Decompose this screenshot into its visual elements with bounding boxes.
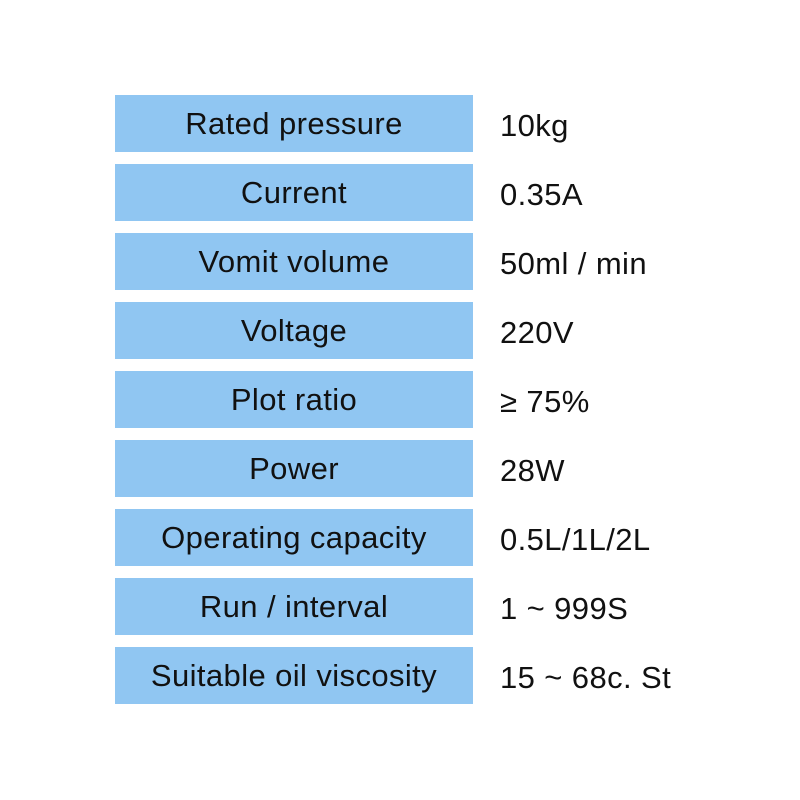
spec-row: Suitable oil viscosity 15 ~ 68c. St [115, 647, 671, 704]
spec-label: Voltage [240, 312, 348, 348]
spec-value: 220V [500, 314, 574, 350]
spec-label: Operating capacity [161, 519, 427, 555]
spec-value: 50ml / min [500, 245, 647, 281]
spec-row: Current 0.35A [115, 164, 671, 221]
spec-label-box: Run / interval [115, 578, 473, 635]
spec-label-box: Plot ratio [115, 371, 473, 428]
spec-label-box: Voltage [115, 302, 473, 359]
spec-label-box: Suitable oil viscosity [115, 647, 473, 704]
spec-label: Rated pressure [185, 105, 403, 141]
spec-label-box: Current [115, 164, 473, 221]
spec-value: ≥ 75% [500, 383, 590, 419]
spec-value: 0.35A [500, 176, 584, 212]
spec-table: Rated pressure 10kg Current 0.35A Vomit … [115, 95, 671, 716]
spec-value: 15 ~ 68c. St [500, 659, 672, 695]
spec-label-box: Vomit volume [115, 233, 473, 290]
spec-label: Vomit volume [198, 243, 390, 279]
spec-label-box: Power [115, 440, 473, 497]
spec-row: Plot ratio ≥ 75% [115, 371, 671, 428]
spec-label: Suitable oil viscosity [150, 657, 438, 693]
spec-row: Rated pressure 10kg [115, 95, 671, 152]
spec-row: Vomit volume 50ml / min [115, 233, 671, 290]
spec-value: 10kg [500, 107, 569, 143]
spec-value: 0.5L/1L/2L [500, 521, 651, 557]
spec-label: Plot ratio [230, 381, 358, 417]
spec-row: Operating capacity 0.5L/1L/2L [115, 509, 671, 566]
spec-value: 1 ~ 999S [500, 590, 629, 626]
spec-label: Power [249, 450, 339, 486]
spec-label-box: Rated pressure [115, 95, 473, 152]
spec-row: Voltage 220V [115, 302, 671, 359]
spec-label-box: Operating capacity [115, 509, 473, 566]
spec-value: 28W [500, 452, 565, 488]
spec-label: Run / interval [199, 588, 389, 624]
spec-row: Power 28W [115, 440, 671, 497]
spec-row: Run / interval 1 ~ 999S [115, 578, 671, 635]
spec-label: Current [240, 174, 348, 210]
